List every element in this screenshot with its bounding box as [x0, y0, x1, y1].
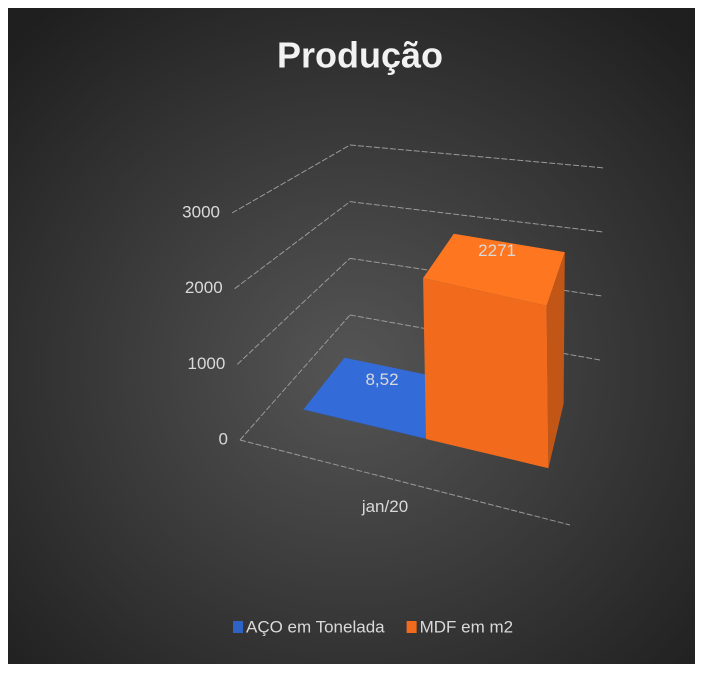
grid-line: [349, 201, 604, 233]
bar-side: [546, 252, 565, 469]
bar-top: [303, 357, 454, 439]
grid-line: [231, 144, 351, 214]
grid-line: [236, 257, 351, 365]
axis-line: [239, 439, 571, 526]
legend-label: AÇO em Tonelada: [246, 617, 385, 636]
y-tick-label: 1000: [188, 354, 226, 373]
y-tick-label: 3000: [182, 202, 220, 221]
y-tick-label: 2000: [185, 278, 223, 297]
grid-line: [239, 314, 351, 441]
grid-line: [234, 201, 351, 290]
data-label: 2271: [478, 241, 516, 260]
legend-swatch: [233, 621, 243, 633]
grid-line: [349, 144, 606, 169]
y-tick-label: 0: [219, 429, 228, 448]
x-tick-label: jan/20: [361, 497, 408, 516]
chart-title: Produção: [277, 35, 443, 76]
legend-swatch: [406, 621, 417, 633]
bar-top: [423, 233, 565, 306]
data-label: 8,52: [365, 370, 398, 389]
legend-label: MDF em m2: [420, 617, 514, 636]
bar-front: [303, 409, 426, 439]
bar-front: [423, 278, 549, 469]
plot-background: [8, 8, 695, 664]
